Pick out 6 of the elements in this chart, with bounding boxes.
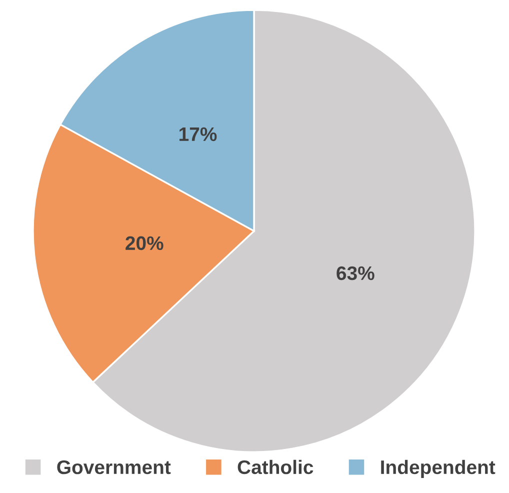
legend-label: Independent bbox=[381, 460, 496, 478]
data-label: 17% bbox=[180, 127, 217, 142]
data-label: 63% bbox=[336, 266, 374, 280]
legend-label: Catholic bbox=[238, 460, 314, 474]
data-label: 20% bbox=[126, 236, 164, 250]
legend-label: Government bbox=[57, 460, 171, 474]
